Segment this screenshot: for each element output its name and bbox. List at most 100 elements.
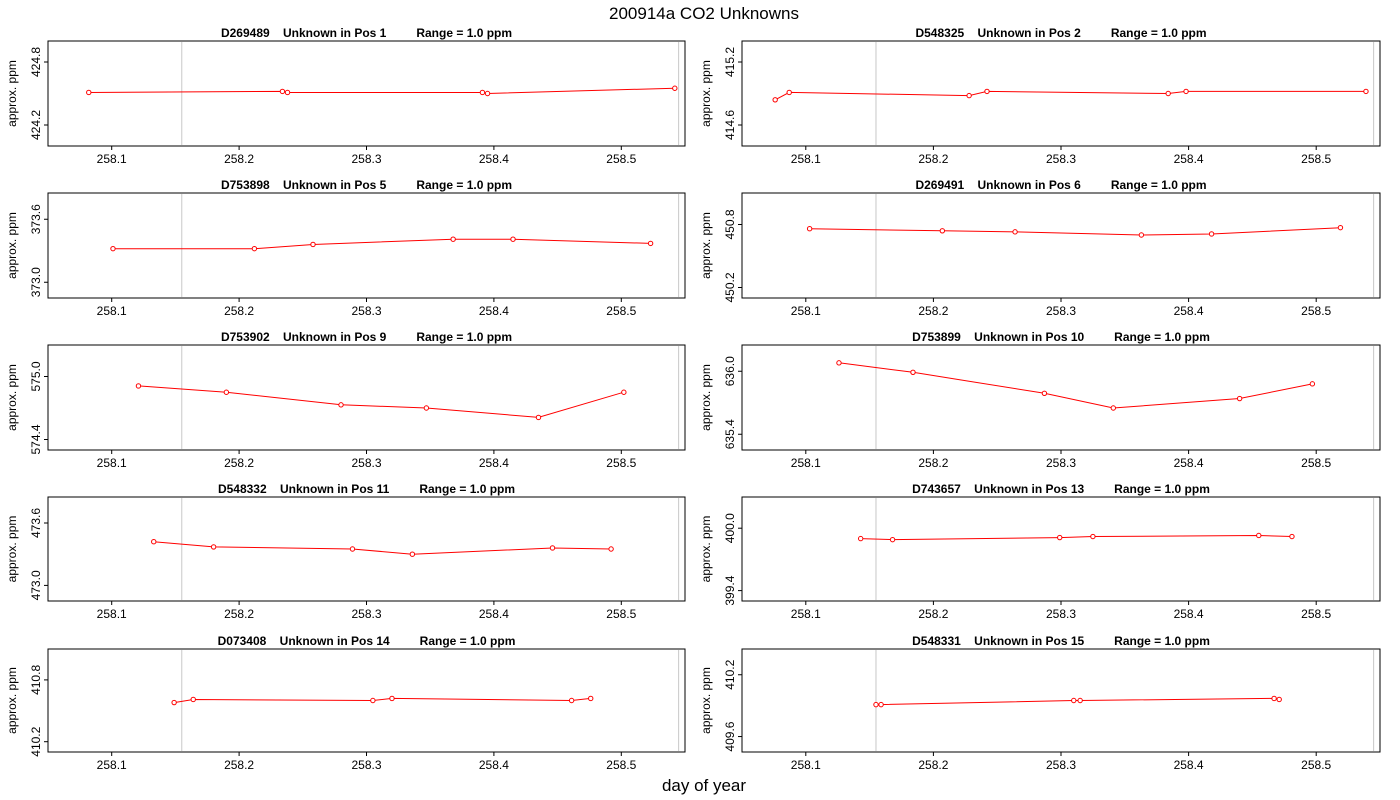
panel-10: D548331 Unknown in Pos 15 Range = 1.0 pp… xyxy=(699,634,1381,772)
data-point xyxy=(939,228,946,234)
y-axis-label: approx. ppm xyxy=(5,364,19,431)
x-tick-label: 258.3 xyxy=(1046,758,1076,772)
data-point xyxy=(806,226,813,232)
data-point xyxy=(608,546,614,552)
data-point xyxy=(1208,231,1215,237)
series-line xyxy=(153,541,612,555)
y-axis-label: approx. ppm xyxy=(5,212,19,279)
x-tick-label: 258.3 xyxy=(351,456,381,470)
x-tick-label: 258.1 xyxy=(791,758,821,772)
data-point xyxy=(672,85,678,91)
y-tick-label: 450.2 xyxy=(723,272,737,302)
x-tick-label: 258.3 xyxy=(351,152,381,166)
x-tick-label: 258.2 xyxy=(224,456,254,470)
data-point xyxy=(1041,390,1048,396)
panel-title: D753898 Unknown in Pos 5 Range = 1.0 ppm xyxy=(221,178,512,192)
x-tick-label: 258.2 xyxy=(224,304,254,318)
data-point xyxy=(190,696,196,703)
x-tick-label: 258.1 xyxy=(791,152,821,166)
x-tick-label: 258.5 xyxy=(606,607,636,621)
x-tick-label: 258.5 xyxy=(1301,304,1331,318)
x-tick-label: 258.5 xyxy=(606,456,636,470)
x-tick-label: 258.4 xyxy=(1174,152,1204,166)
x-tick-label: 258.3 xyxy=(1046,304,1076,318)
data-point xyxy=(210,544,217,550)
data-point xyxy=(966,92,972,99)
x-tick-label: 258.2 xyxy=(918,758,948,772)
x-tick-label: 258.5 xyxy=(606,758,636,772)
x-tick-label: 258.1 xyxy=(97,456,127,470)
data-point xyxy=(1057,534,1063,541)
x-axis-title: day of year xyxy=(662,776,746,795)
panel-title: D073408 Unknown in Pos 14 Range = 1.0 pp… xyxy=(218,634,516,648)
x-tick-label: 258.4 xyxy=(479,758,509,772)
y-tick-label: 450.8 xyxy=(723,209,737,239)
x-tick-label: 258.5 xyxy=(1301,152,1331,166)
data-point xyxy=(1363,88,1369,95)
data-point xyxy=(772,97,778,103)
series-line xyxy=(88,87,675,95)
y-tick-label: 399.4 xyxy=(723,575,737,605)
x-tick-label: 258.4 xyxy=(479,304,509,318)
data-point xyxy=(549,545,556,551)
x-tick-label: 258.2 xyxy=(918,152,948,166)
y-tick-label: 415.2 xyxy=(723,47,737,77)
panel-title: D269489 Unknown in Pos 1 Range = 1.0 ppm xyxy=(221,26,512,40)
series-line xyxy=(876,697,1280,706)
data-point xyxy=(1271,695,1277,702)
data-point xyxy=(878,701,884,708)
y-axis-label: approx. ppm xyxy=(699,364,713,431)
data-point xyxy=(450,236,456,242)
y-tick-label: 635.4 xyxy=(723,419,737,449)
y-tick-label: 410.8 xyxy=(29,665,43,695)
y-tick-label: 373.6 xyxy=(29,204,43,234)
y-tick-label: 636.0 xyxy=(723,356,737,386)
series-line xyxy=(838,362,1313,409)
plot-frame xyxy=(47,192,686,299)
x-tick-label: 258.1 xyxy=(97,152,127,166)
x-tick-label: 258.3 xyxy=(1046,456,1076,470)
data-point xyxy=(1165,90,1171,97)
plot-frame xyxy=(47,344,686,451)
data-point xyxy=(1012,229,1018,235)
x-tick-label: 258.4 xyxy=(479,456,509,470)
panel-4: D269491 Unknown in Pos 6 Range = 1.0 ppm… xyxy=(699,178,1381,318)
x-tick-label: 258.4 xyxy=(479,607,509,621)
x-tick-label: 258.5 xyxy=(1301,758,1331,772)
y-tick-label: 409.6 xyxy=(723,721,737,751)
y-axis-label: approx. ppm xyxy=(699,667,713,734)
data-point xyxy=(621,389,627,395)
panel-title: D548325 Unknown in Pos 2 Range = 1.0 ppm xyxy=(915,26,1206,40)
x-tick-label: 258.5 xyxy=(1301,456,1331,470)
data-point xyxy=(389,695,395,702)
panel-title: D269491 Unknown in Pos 6 Range = 1.0 ppm xyxy=(915,178,1206,192)
panel-title: D753902 Unknown in Pos 9 Range = 1.0 ppm xyxy=(221,330,512,344)
data-point xyxy=(310,241,316,248)
data-point xyxy=(1276,696,1282,703)
data-point xyxy=(171,699,177,706)
panel-2: D548325 Unknown in Pos 2 Range = 1.0 ppm… xyxy=(699,26,1381,166)
x-tick-label: 258.1 xyxy=(791,456,821,470)
y-tick-label: 424.2 xyxy=(29,110,43,140)
y-axis-label: approx. ppm xyxy=(5,60,19,127)
data-point xyxy=(535,414,542,421)
panel-8: D743657 Unknown in Pos 13 Range = 1.0 pp… xyxy=(699,482,1381,621)
y-axis-label: approx. ppm xyxy=(699,516,713,583)
data-point xyxy=(889,536,896,543)
panel-5: D753902 Unknown in Pos 9 Range = 1.0 ppm… xyxy=(5,330,686,470)
data-point xyxy=(1110,405,1117,411)
plot-frame xyxy=(47,40,686,147)
series-line xyxy=(774,90,1366,101)
data-point xyxy=(910,369,916,375)
x-tick-label: 258.3 xyxy=(351,607,381,621)
y-tick-label: 473.0 xyxy=(29,570,43,600)
x-tick-label: 258.2 xyxy=(918,304,948,318)
data-point xyxy=(409,551,416,557)
y-tick-label: 410.2 xyxy=(723,659,737,689)
plot-frame xyxy=(741,192,1381,299)
panels: D269489 Unknown in Pos 1 Range = 1.0 ppm… xyxy=(5,26,1381,772)
data-point xyxy=(370,697,376,704)
panel-title: D548332 Unknown in Pos 11 Range = 1.0 pp… xyxy=(218,482,515,496)
x-tick-label: 258.1 xyxy=(791,304,821,318)
y-axis-label: approx. ppm xyxy=(699,60,713,127)
